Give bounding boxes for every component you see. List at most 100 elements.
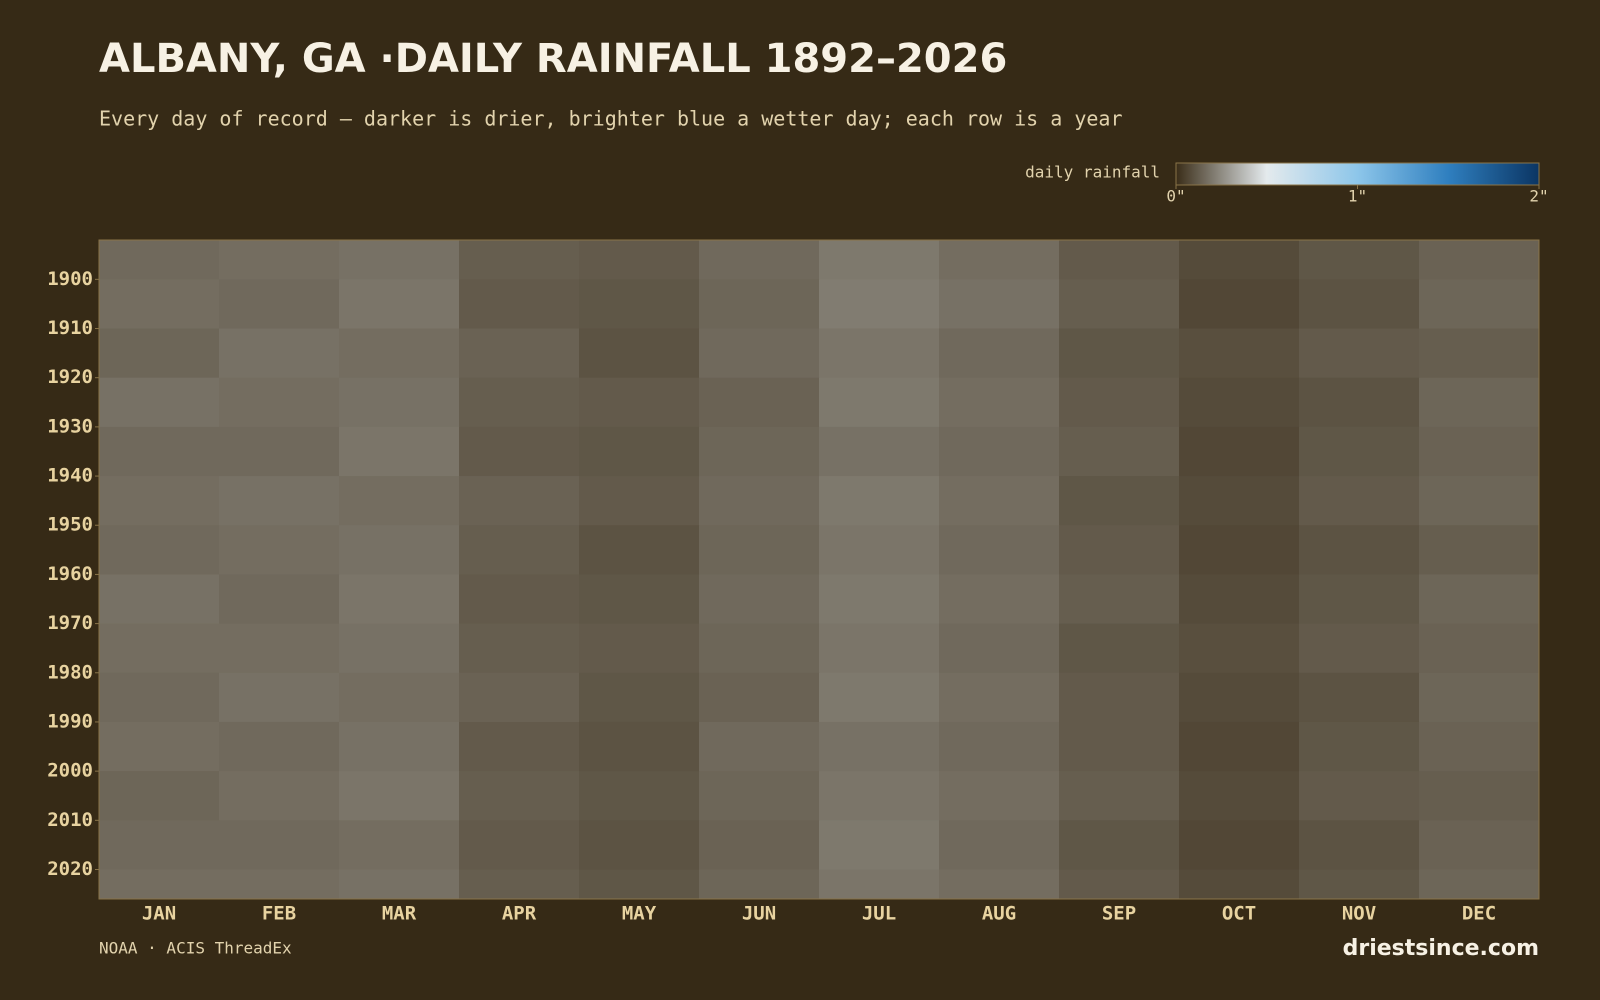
heat-cell [459,426,580,477]
heat-cell [819,721,940,772]
heat-cell [1059,476,1180,526]
heat-cell [579,476,700,526]
heat-cell [1179,279,1300,330]
heat-cell [699,623,820,674]
heat-cell [459,525,580,575]
heat-cell [939,574,1060,625]
chart-title: ALBANY, GA ·DAILY RAINFALL 1892–2026 [99,36,1007,82]
heat-cell [1179,377,1300,428]
heat-cell [459,771,580,821]
x-tick-label: OCT [1222,903,1256,925]
heat-cell [699,721,820,772]
heat-cell [219,328,340,379]
heat-cell [459,820,580,870]
heat-cell [1059,240,1180,280]
heat-cell [819,525,940,575]
y-tick-label: 1950 [47,514,93,536]
plot-frame [98,239,1540,900]
heat-cell [699,525,820,575]
heat-cell [219,820,340,870]
heat-cell [1419,279,1540,330]
heat-cell [339,377,460,428]
heat-cell [939,721,1060,772]
heat-cell [219,869,340,900]
heat-cell [699,240,820,280]
heat-cell [579,771,700,821]
heat-cell [99,240,220,280]
heat-cell [939,377,1060,428]
y-tick-label: 2020 [47,858,93,880]
heat-cell [339,240,460,280]
x-tick-label: NOV [1342,903,1376,925]
heat-cell [339,574,460,625]
x-tick-label: AUG [982,903,1016,925]
heat-cell [699,279,820,330]
heat-cell [819,279,940,330]
heat-cell [939,869,1060,900]
heat-cell [1059,328,1180,379]
heat-cell [1419,240,1540,280]
heat-cell [219,279,340,330]
heat-cell [459,623,580,674]
heat-cell [339,869,460,900]
heat-cell [1299,574,1420,625]
heat-cell [339,525,460,575]
heat-cell [99,328,220,379]
heat-cell [1299,328,1420,379]
heat-cell [219,771,340,821]
heat-cell [1179,623,1300,674]
heat-cell [1299,377,1420,428]
heat-cell [1179,869,1300,900]
heat-cell [459,377,580,428]
source: NOAA · ACIS ThreadEx [99,939,292,958]
heat-cell [99,476,220,526]
heat-cell [459,240,580,280]
y-tick-label: 2010 [47,809,93,831]
heat-cell [99,771,220,821]
heat-cell [1299,869,1420,900]
y-tick-label: 1980 [47,661,93,683]
heat-cell [219,476,340,526]
heat-cell [819,240,940,280]
heat-cell [939,820,1060,870]
heat-cell [339,476,460,526]
heat-cell [1419,377,1540,428]
heat-cell [939,240,1060,280]
heat-cell [1299,820,1420,870]
x-tick-label: JUN [742,903,776,925]
heat-cell [819,426,940,477]
heat-cell [1179,672,1300,723]
heat-cell [459,869,580,900]
heat-cell [1419,426,1540,477]
heat-cell [99,574,220,625]
heat-cell [1179,328,1300,379]
heat-cell [1059,820,1180,870]
heat-cell [1299,771,1420,821]
heat-cell [1299,426,1420,477]
brand: driestsince.com [1343,936,1539,961]
heat-cell [819,574,940,625]
heat-cell [579,240,700,280]
heat-cell [1419,476,1540,526]
heat-cell [1179,771,1300,821]
subtitle: Every day of record — darker is drier, b… [99,107,1123,131]
heat-cell [819,623,940,674]
heat-cell [1299,525,1420,575]
heat-cell [1059,771,1180,821]
heat-cell [99,672,220,723]
heat-cell [579,279,700,330]
heat-cell [99,820,220,870]
heat-cell [699,672,820,723]
heat-cell [459,574,580,625]
heat-cell [579,623,700,674]
heat-cell [219,721,340,772]
heat-cell [939,426,1060,477]
heat-cell [459,328,580,379]
heat-cell [219,377,340,428]
heat-cell [1419,574,1540,625]
heat-cell [459,279,580,330]
heat-cell [1419,820,1540,870]
heat-cell [699,771,820,821]
heat-cell [99,869,220,900]
